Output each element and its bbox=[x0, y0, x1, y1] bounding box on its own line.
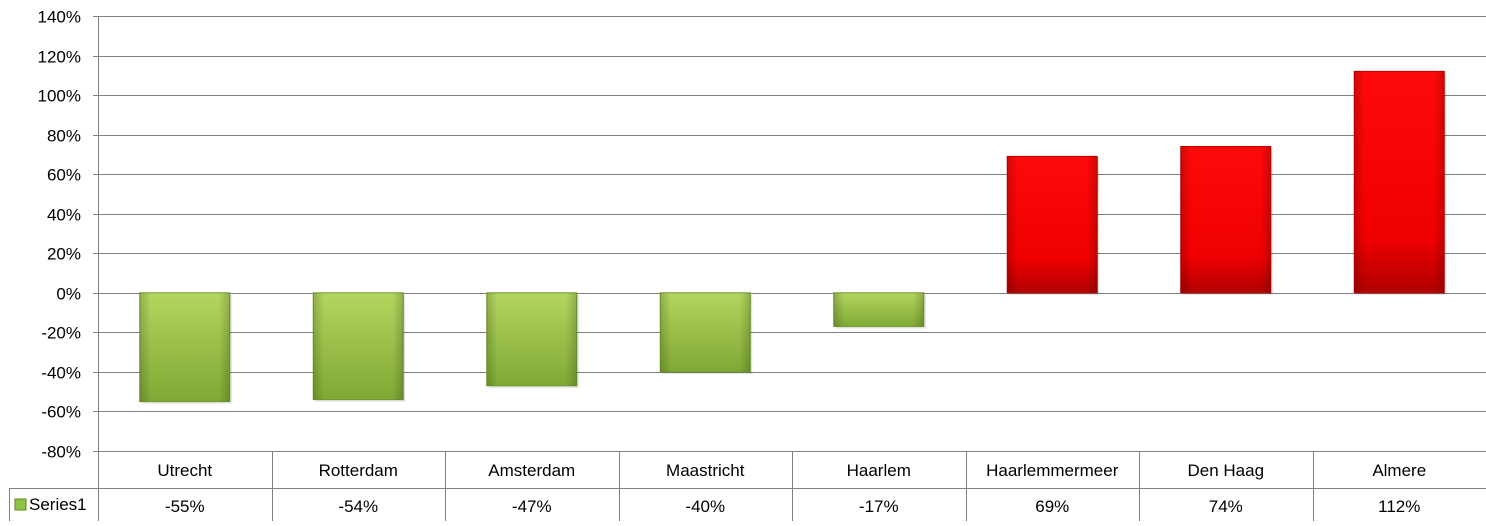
y-tick-label: 120% bbox=[38, 48, 81, 67]
bars bbox=[139, 70, 1447, 404]
data-table: Utrecht Rotterdam Amsterdam Maastricht Haarl… bbox=[9, 451, 1486, 521]
data-table-value: 74% bbox=[1209, 497, 1243, 516]
bar-edge-shading bbox=[313, 292, 404, 400]
bar-edge-shading bbox=[139, 292, 230, 402]
bar-edge-shading bbox=[1354, 71, 1445, 293]
category-label: Utrecht bbox=[157, 461, 212, 480]
y-tick-label: -20% bbox=[41, 324, 81, 343]
gridlines bbox=[93, 16, 1486, 452]
y-tick-label: 100% bbox=[38, 87, 81, 106]
category-label: Rotterdam bbox=[319, 461, 398, 480]
bar-edge-shading bbox=[1007, 156, 1098, 293]
bar-edge-shading bbox=[660, 292, 751, 372]
y-tick-label: 60% bbox=[47, 166, 81, 185]
category-label: Almere bbox=[1372, 461, 1426, 480]
y-tick-label: 20% bbox=[47, 245, 81, 264]
data-table-value: 112% bbox=[1378, 497, 1420, 516]
y-tick-label: 140% bbox=[38, 8, 81, 27]
y-tick-label: 0% bbox=[56, 285, 81, 304]
y-tick-label: -80% bbox=[41, 443, 81, 462]
category-label: Haarlemmermeer bbox=[986, 461, 1119, 480]
y-tick-label: -40% bbox=[41, 364, 81, 383]
data-table-value: -17% bbox=[859, 497, 899, 516]
bar-edge-shading bbox=[833, 292, 924, 327]
data-table-value: -54% bbox=[338, 497, 378, 516]
legend-series-name: Series1 bbox=[29, 495, 87, 514]
category-label: Amsterdam bbox=[488, 461, 575, 480]
y-axis-tick-labels: 140% 120% 100% 80% 60% 40% 20% 0% -20% -40% -60% -8… bbox=[38, 8, 81, 462]
data-table-value: 69% bbox=[1035, 497, 1069, 516]
category-label: Maastricht bbox=[666, 461, 745, 480]
y-tick-label: 80% bbox=[47, 127, 81, 146]
legend-key-series1 bbox=[14, 498, 27, 511]
category-label: Haarlem bbox=[847, 461, 911, 480]
data-table-value: -55% bbox=[165, 497, 205, 516]
category-label: Den Haag bbox=[1187, 461, 1264, 480]
data-table-value: -40% bbox=[685, 497, 725, 516]
y-tick-label: -60% bbox=[41, 403, 81, 422]
bar-edge-shading bbox=[1180, 146, 1271, 293]
bar-edge-shading bbox=[486, 292, 577, 386]
data-table-value: -47% bbox=[512, 497, 552, 516]
y-tick-label: 40% bbox=[47, 206, 81, 225]
